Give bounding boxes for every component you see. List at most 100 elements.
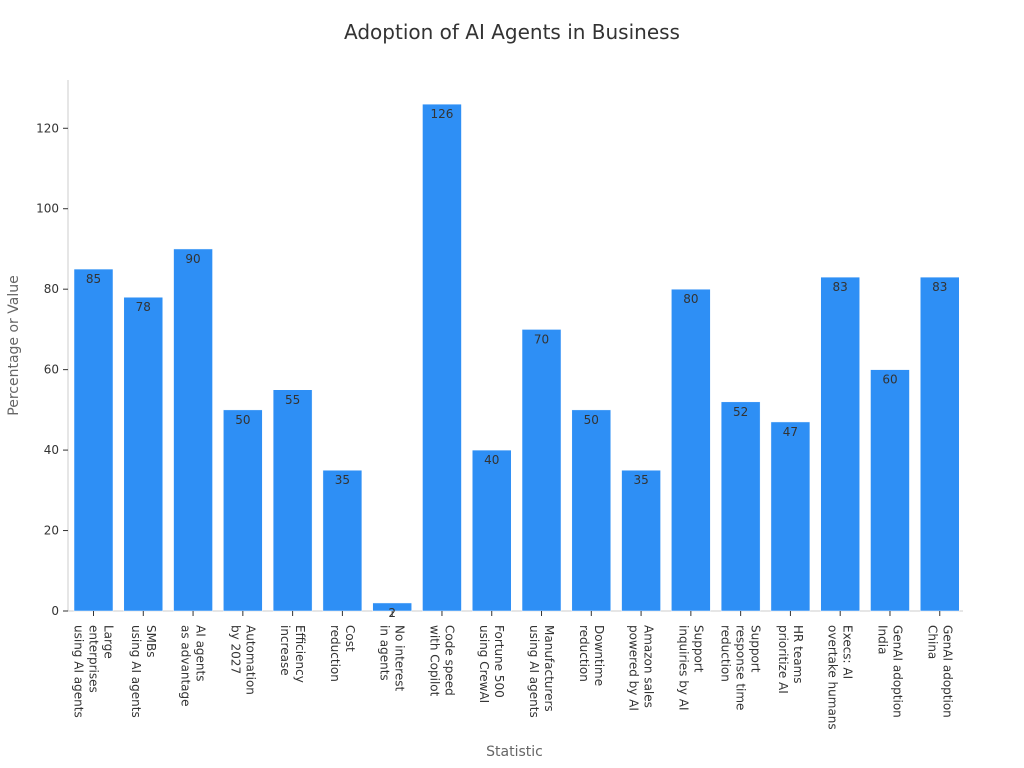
x-tick-label-line: prioritize AI — [776, 625, 790, 694]
x-tick-label-line: Code speed — [442, 625, 456, 696]
x-tick-label-line: No interest — [393, 625, 407, 691]
bars — [73, 103, 960, 612]
bar — [471, 449, 512, 612]
bar-value-label: 50 — [235, 413, 250, 427]
x-tick-label-line: overtake humans — [826, 625, 840, 730]
bar-value-label: 85 — [86, 272, 101, 286]
bar-value-label: 80 — [683, 292, 698, 306]
bar — [720, 401, 761, 612]
x-tick-label-line: as advantage — [179, 625, 193, 707]
bar-value-label: 60 — [882, 373, 897, 387]
x-tick-label-line: HR teams — [791, 625, 805, 684]
y-tick-label: 0 — [51, 604, 59, 618]
x-tick-label-line: using AI agents — [129, 625, 143, 718]
bar — [173, 248, 213, 612]
x-tick-label-line: increase — [278, 625, 292, 676]
x-tick-label-line: Automation — [243, 625, 257, 695]
x-tick-label-line: India — [875, 625, 889, 654]
y-axis-title: Percentage or Value — [6, 275, 22, 415]
bar — [571, 409, 612, 612]
x-tick-label-line: using AI agents — [72, 625, 86, 718]
x-tick-label-line: Fortune 500 — [492, 625, 506, 698]
bar — [73, 268, 114, 612]
x-tick-label-line: reduction — [577, 625, 591, 682]
bar — [223, 409, 263, 612]
x-tick-label-line: reduction — [719, 625, 733, 682]
y-tick-label: 120 — [36, 121, 59, 135]
x-tick-label-line: AI agents — [194, 625, 208, 681]
x-tick-label-line: Support — [691, 625, 705, 673]
x-tick-label-line: reduction — [328, 625, 342, 682]
x-tick-label-line: GenAI adoption — [890, 625, 904, 718]
x-tick-label-line: China — [925, 625, 939, 659]
bar — [920, 276, 960, 612]
y-tick-label: 100 — [36, 202, 59, 216]
y-tick-label: 20 — [44, 524, 59, 538]
bar-value-label: 83 — [932, 280, 947, 294]
bar — [322, 469, 363, 612]
bar-value-label: 47 — [783, 425, 798, 439]
x-tick-label-line: powered by AI — [627, 625, 641, 711]
y-tick-label: 80 — [44, 282, 59, 296]
bar-value-label: 90 — [185, 252, 200, 266]
bar — [820, 276, 860, 612]
y-tick-label: 60 — [44, 363, 59, 377]
x-tick-label-line: Manufacturers — [542, 625, 556, 712]
x-axis-title: Statistic — [486, 744, 543, 760]
x-tick-label-line: Support — [749, 625, 763, 673]
bar-value-label: 55 — [285, 393, 300, 407]
bar — [621, 469, 661, 612]
bar — [123, 296, 164, 612]
x-tick-label-line: with Copilot — [427, 625, 441, 697]
x-tick-label-line: using AI agents — [527, 625, 541, 718]
x-tick-label-line: using CrewAI — [477, 625, 491, 703]
bar — [422, 103, 462, 612]
bar-value-label: 35 — [633, 473, 648, 487]
x-tick-label-line: Amazon sales — [642, 625, 656, 708]
x-tick-label-line: Cost — [343, 625, 357, 652]
x-tick-label-line: response time — [734, 625, 748, 710]
x-tick-label-line: Execs: AI — [841, 625, 855, 679]
bar-value-label: 126 — [431, 107, 454, 121]
y-ticks: 0 20 40 60 80 100 120 — [36, 121, 68, 618]
x-tick-label-line: GenAI adoption — [940, 625, 954, 718]
bar — [870, 369, 910, 612]
x-tick-label-line: enterprises — [87, 625, 101, 693]
data-labels: 857890505535212640705035805247836083 — [86, 107, 948, 620]
x-tick-label-line: SMBs — [144, 625, 158, 657]
bar — [521, 329, 562, 612]
x-tick-label-line: inquiries by AI — [676, 625, 690, 711]
x-tick-label-line: Efficiency — [293, 625, 307, 683]
bar — [770, 421, 811, 612]
x-tick-label-line: Downtime — [592, 625, 606, 686]
x-tick-label-line: by 2027 — [228, 625, 242, 674]
chart-title: Adoption of AI Agents in Business — [344, 20, 680, 44]
bar — [671, 288, 711, 612]
bar-value-label: 52 — [733, 405, 748, 419]
bar-value-label: 35 — [335, 473, 350, 487]
bar — [272, 389, 313, 612]
bar-value-label: 83 — [833, 280, 848, 294]
x-tick-label-line: in agents — [378, 625, 392, 681]
bar-value-label: 78 — [136, 300, 151, 314]
